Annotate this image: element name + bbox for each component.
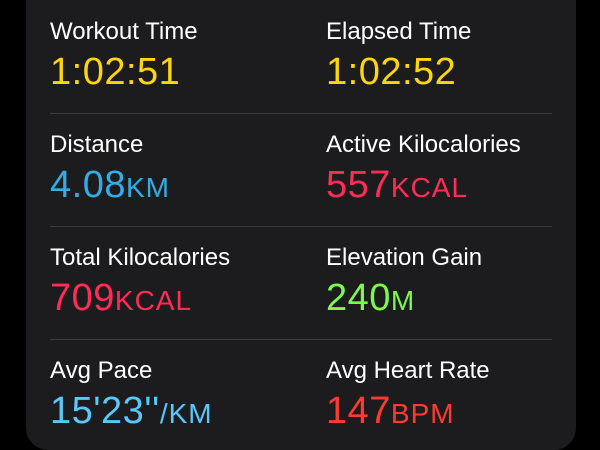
avg-pace-metric: Avg Pace 15'23''/KM: [50, 339, 320, 450]
metric-unit: /KM: [159, 398, 213, 429]
metric-number: 1:02:52: [326, 51, 457, 93]
metrics-row: Workout Time 1:02:51 Elapsed Time 1:02:5…: [26, 0, 576, 113]
metric-unit: KCAL: [114, 285, 193, 316]
elapsed-time-metric: Elapsed Time 1:02:52: [326, 0, 566, 113]
metric-number: 15'23'': [50, 390, 160, 432]
metric-value: 4.08KM: [50, 163, 170, 210]
metric-value: 557KCAL: [326, 163, 468, 210]
metric-label: Elapsed Time: [326, 18, 472, 45]
metric-label: Workout Time: [50, 18, 198, 45]
metric-label: Distance: [50, 131, 144, 158]
metric-value: 240M: [326, 276, 415, 323]
metric-value: 709KCAL: [50, 276, 192, 323]
metric-label: Avg Heart Rate: [326, 357, 490, 384]
metric-label: Total Kilocalories: [50, 244, 231, 271]
metric-number: 709: [50, 277, 115, 319]
metric-number: 1:02:51: [50, 51, 181, 93]
metric-number: 147: [326, 390, 391, 432]
metrics-row: Distance 4.08KM Active Kilocalories 557K…: [26, 113, 576, 226]
workout-summary-card: Workout Time 1:02:51 Elapsed Time 1:02:5…: [26, 0, 576, 450]
elevation-gain-metric: Elevation Gain 240M: [326, 226, 566, 339]
metric-unit: KM: [125, 172, 170, 203]
metric-value: 1:02:52: [326, 50, 456, 94]
metric-label: Active Kilocalories: [326, 131, 521, 158]
metric-number: 4.08: [50, 164, 126, 206]
total-kilocalories-metric: Total Kilocalories 709KCAL: [50, 226, 320, 339]
workout-time-metric: Workout Time 1:02:51: [50, 0, 320, 113]
metric-value: 15'23''/KM: [50, 389, 213, 436]
metrics-row: Total Kilocalories 709KCAL Elevation Gai…: [26, 226, 576, 339]
active-kilocalories-metric: Active Kilocalories 557KCAL: [326, 113, 566, 226]
metric-number: 557: [326, 164, 391, 206]
metrics-grid: Workout Time 1:02:51 Elapsed Time 1:02:5…: [26, 0, 576, 450]
metric-value: 147BPM: [326, 389, 455, 436]
distance-metric: Distance 4.08KM: [50, 113, 320, 226]
metric-label: Avg Pace: [50, 357, 153, 384]
metric-unit: M: [390, 285, 416, 316]
metric-unit: KCAL: [390, 172, 469, 203]
metric-number: 240: [326, 277, 391, 319]
metric-label: Elevation Gain: [326, 244, 483, 271]
avg-heart-rate-metric: Avg Heart Rate 147BPM: [326, 339, 566, 450]
metrics-row: Avg Pace 15'23''/KM Avg Heart Rate 147BP…: [26, 339, 576, 450]
metric-value: 1:02:51: [50, 50, 180, 94]
metric-unit: BPM: [390, 398, 455, 429]
